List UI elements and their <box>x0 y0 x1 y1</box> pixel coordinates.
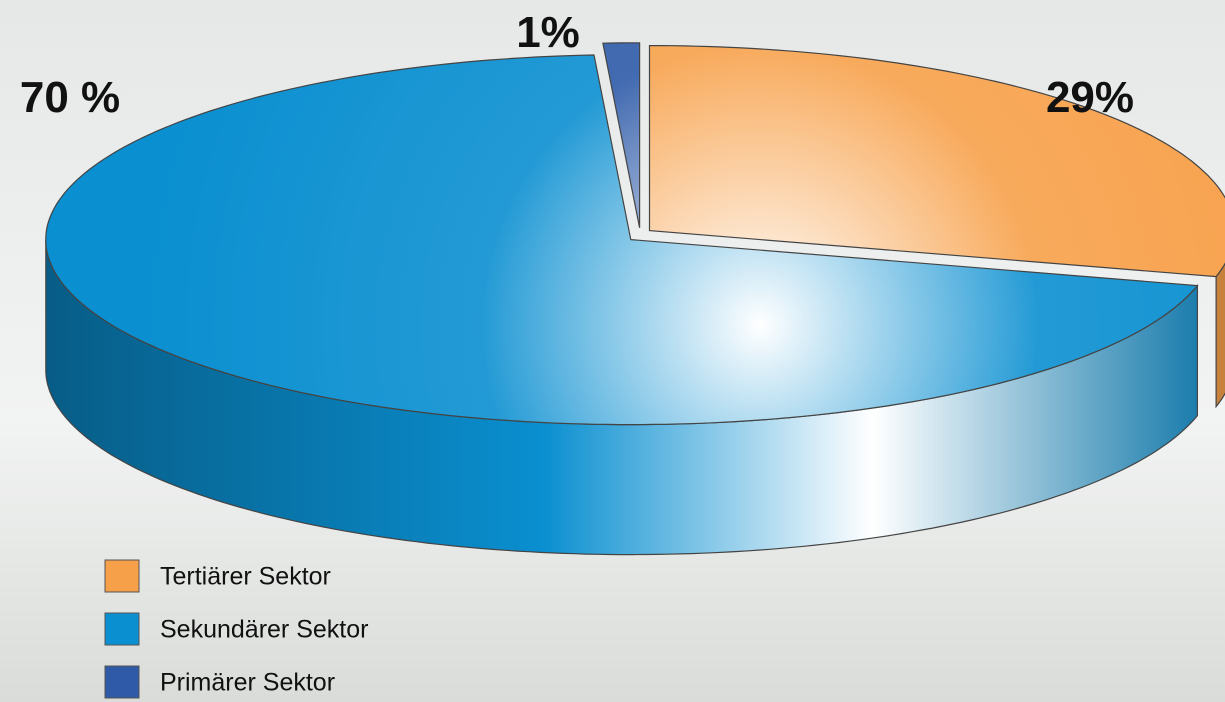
slice <box>45 54 1199 426</box>
slice <box>648 45 1225 278</box>
legend-swatch <box>104 559 140 593</box>
legend-label: Primärer Sektor <box>160 669 335 697</box>
data-label: 29% <box>1046 73 1134 122</box>
data-label: 1% <box>516 8 580 57</box>
legend-label: Tertiärer Sektor <box>160 563 331 591</box>
slice <box>602 42 641 228</box>
legend-swatch <box>104 665 140 699</box>
data-label: 70 % <box>20 73 120 122</box>
slice-side <box>1215 262 1225 409</box>
legend-swatch <box>104 612 140 646</box>
legend-label: Sekundärer Sektor <box>160 616 368 644</box>
